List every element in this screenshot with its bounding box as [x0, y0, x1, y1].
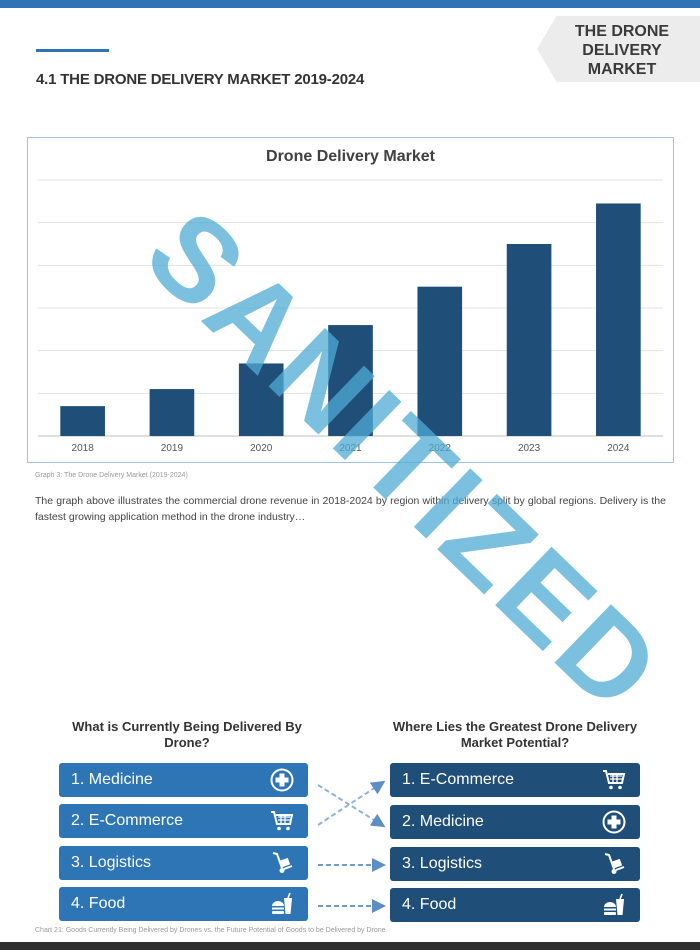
bottom-caption: Chart 21: Goods Currently Being Delivere… [35, 927, 386, 934]
left-item-label: 2. E-Commerce [71, 812, 184, 829]
section-title: 4.1 THE DRONE DELIVERY MARKET 2019-2024 [36, 71, 365, 88]
top-accent-bar [0, 0, 700, 8]
title-accent-line [36, 49, 109, 52]
corner-tab-label: THE DRONE DELIVERY MARKET [574, 23, 670, 78]
arrow-medicine [317, 784, 386, 828]
hand-truck-icon [272, 852, 293, 873]
x-tick-label: 2019 [161, 443, 184, 454]
bar-2019 [149, 389, 195, 436]
bar-2021 [328, 325, 373, 436]
right-column-heading: Where Lies the Greatest Drone Delivery M… [392, 719, 638, 750]
bar-2020 [238, 363, 284, 436]
shopping-cart-icon [271, 811, 294, 831]
medical-cross-icon [602, 810, 626, 834]
bar-2018 [60, 406, 105, 436]
right-item-food: 4. Food [390, 888, 640, 922]
x-tick-label: 2018 [72, 443, 95, 454]
drone-delivery-chart: Drone Delivery Market 2018 2019 2020 2021 20… [27, 137, 674, 463]
chart-caption: Graph 3: The Drone Delivery Market (2019… [35, 472, 188, 479]
food-icon [604, 893, 624, 915]
right-item-label: 1. E-Commerce [402, 771, 515, 788]
hand-truck-icon [604, 853, 625, 874]
x-tick-label: 2022 [429, 443, 452, 454]
food-icon [272, 892, 292, 914]
right-item-logistics: 3. Logistics [390, 847, 640, 881]
shopping-cart-icon [603, 770, 626, 790]
x-tick-label: 2021 [339, 443, 362, 454]
left-item-medicine: 1. Medicine [59, 763, 308, 797]
x-tick-label: 2020 [250, 443, 273, 454]
x-tick-label: 2023 [518, 443, 541, 454]
right-item-medicine: 2. Medicine [390, 805, 640, 839]
left-column-heading: What is Currently Being Delivered By Dro… [72, 719, 302, 750]
bar-2024 [596, 203, 641, 436]
left-item-label: 3. Logistics [71, 854, 152, 871]
connector-arrows [317, 780, 386, 913]
left-item-logistics: 3. Logistics [59, 846, 308, 880]
bar-2023 [506, 244, 552, 436]
x-tick-label: 2024 [607, 443, 630, 454]
right-item-ecommerce: 1. E-Commerce [390, 763, 640, 797]
left-item-label: 4. Food [71, 895, 126, 912]
right-item-label: 4. Food [402, 896, 457, 913]
body-paragraph: The graph above illustrates the commerci… [35, 495, 666, 523]
right-item-label: 2. Medicine [402, 813, 484, 830]
corner-tab [537, 16, 700, 82]
left-item-label: 1. Medicine [71, 771, 153, 788]
left-item-ecommerce: 2. E-Commerce [59, 804, 308, 838]
chart-title: Drone Delivery Market [266, 148, 435, 165]
bottom-footer-bar [0, 942, 700, 950]
right-item-label: 3. Logistics [402, 855, 483, 872]
left-item-food: 4. Food [59, 887, 308, 921]
medical-cross-icon [270, 768, 294, 792]
bar-2022 [417, 286, 463, 436]
arrow-ecommerce [317, 780, 386, 826]
bar-chart-svg: 2018 2019 2020 2021 2022 2023 2024 [38, 179, 663, 454]
